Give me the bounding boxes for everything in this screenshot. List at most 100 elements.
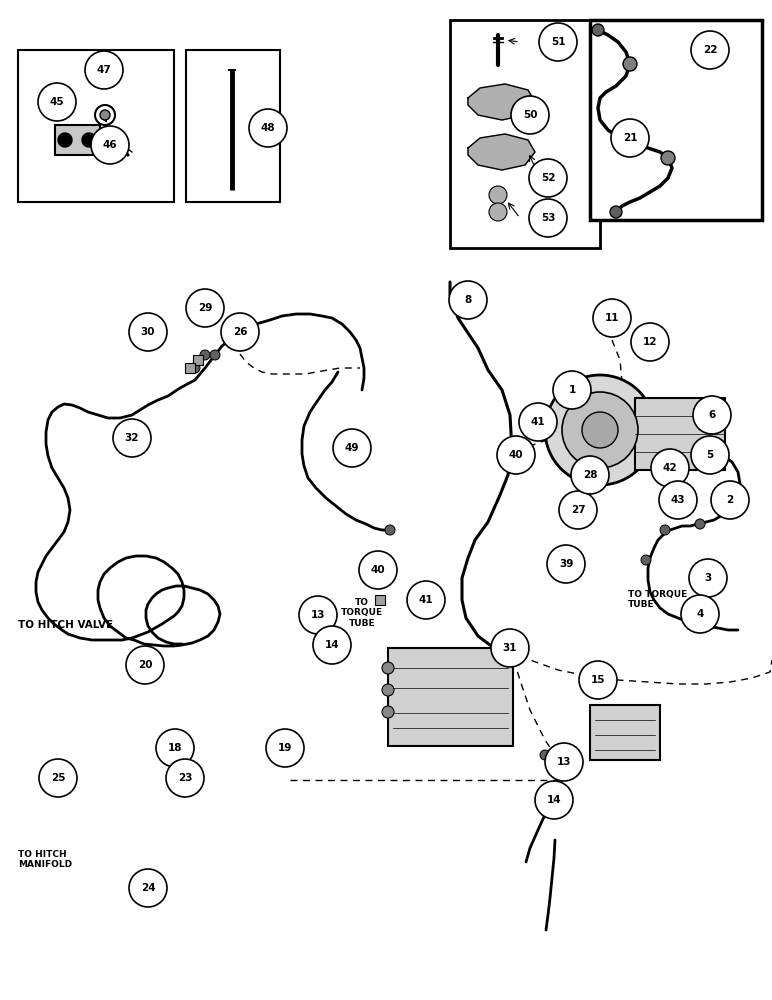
Bar — [590, 705, 660, 760]
Circle shape — [221, 313, 259, 351]
Text: 19: 19 — [278, 743, 292, 753]
Circle shape — [449, 281, 487, 319]
Circle shape — [559, 491, 597, 529]
Circle shape — [711, 481, 749, 519]
Text: 20: 20 — [137, 660, 152, 670]
Bar — [555, 755, 565, 765]
Text: 48: 48 — [261, 123, 276, 133]
Circle shape — [382, 706, 394, 718]
Circle shape — [539, 23, 577, 61]
Text: 22: 22 — [703, 45, 717, 55]
Circle shape — [582, 412, 618, 448]
Polygon shape — [468, 84, 535, 120]
Circle shape — [689, 559, 727, 597]
Text: 51: 51 — [550, 37, 565, 47]
Text: 18: 18 — [168, 743, 182, 753]
Text: 41: 41 — [530, 417, 545, 427]
Text: 11: 11 — [604, 313, 619, 323]
Circle shape — [58, 133, 72, 147]
Text: 26: 26 — [232, 327, 247, 337]
Text: 31: 31 — [503, 643, 517, 653]
Circle shape — [559, 755, 569, 765]
Text: 52: 52 — [540, 173, 555, 183]
Bar — [388, 648, 513, 746]
Circle shape — [129, 869, 167, 907]
Text: 12: 12 — [643, 337, 657, 347]
Text: 25: 25 — [51, 773, 66, 783]
Text: 8: 8 — [465, 295, 472, 305]
Text: 53: 53 — [540, 213, 555, 223]
Circle shape — [553, 371, 591, 409]
Text: 49: 49 — [345, 443, 359, 453]
Bar — [323, 643, 333, 653]
Circle shape — [562, 392, 638, 468]
Text: 15: 15 — [591, 675, 605, 685]
Circle shape — [545, 743, 583, 781]
Circle shape — [200, 350, 210, 360]
Bar — [307, 611, 317, 621]
Text: 47: 47 — [96, 65, 111, 75]
Bar — [450, 20, 600, 248]
Text: 2: 2 — [726, 495, 733, 505]
Circle shape — [529, 159, 567, 197]
Bar — [549, 795, 559, 805]
Bar — [55, 125, 100, 155]
Circle shape — [681, 595, 719, 633]
Circle shape — [407, 581, 445, 619]
Text: 3: 3 — [704, 573, 712, 583]
Circle shape — [166, 759, 204, 797]
Text: 27: 27 — [571, 505, 585, 515]
Circle shape — [611, 119, 649, 157]
Text: 29: 29 — [198, 303, 212, 313]
Polygon shape — [468, 134, 535, 170]
Text: 23: 23 — [178, 773, 192, 783]
Text: 13: 13 — [557, 757, 571, 767]
Circle shape — [82, 133, 96, 147]
Circle shape — [545, 375, 655, 485]
Circle shape — [691, 436, 729, 474]
Text: 32: 32 — [125, 433, 139, 443]
Circle shape — [497, 436, 535, 474]
Circle shape — [505, 651, 515, 661]
Circle shape — [651, 449, 689, 487]
Bar — [373, 567, 383, 577]
Text: 14: 14 — [325, 640, 340, 650]
Bar — [635, 398, 725, 470]
Circle shape — [382, 662, 394, 674]
Text: 40: 40 — [371, 565, 385, 575]
Circle shape — [631, 323, 669, 361]
Circle shape — [592, 24, 604, 36]
Text: 43: 43 — [671, 495, 686, 505]
Circle shape — [249, 109, 287, 147]
Circle shape — [266, 729, 304, 767]
Circle shape — [691, 31, 729, 69]
Text: 46: 46 — [103, 140, 117, 150]
Bar — [186, 50, 280, 202]
Text: 1: 1 — [568, 385, 576, 395]
Circle shape — [511, 96, 549, 134]
Circle shape — [91, 126, 129, 164]
Circle shape — [571, 456, 609, 494]
Circle shape — [489, 186, 507, 204]
Circle shape — [126, 646, 164, 684]
Text: 39: 39 — [559, 559, 573, 569]
Circle shape — [129, 313, 167, 351]
Text: 6: 6 — [709, 410, 716, 420]
Text: 50: 50 — [523, 110, 537, 120]
Circle shape — [385, 525, 395, 535]
Circle shape — [519, 403, 557, 441]
Text: 40: 40 — [509, 450, 523, 460]
Circle shape — [299, 596, 337, 634]
Text: 45: 45 — [49, 97, 64, 107]
Circle shape — [38, 83, 76, 121]
Text: 30: 30 — [141, 327, 155, 337]
Text: 24: 24 — [141, 883, 155, 893]
Bar — [375, 595, 385, 605]
Text: 5: 5 — [706, 450, 713, 460]
Circle shape — [547, 545, 585, 583]
Circle shape — [113, 419, 151, 457]
Circle shape — [641, 555, 651, 565]
Circle shape — [661, 151, 675, 165]
Circle shape — [382, 684, 394, 696]
Bar — [18, 50, 174, 202]
